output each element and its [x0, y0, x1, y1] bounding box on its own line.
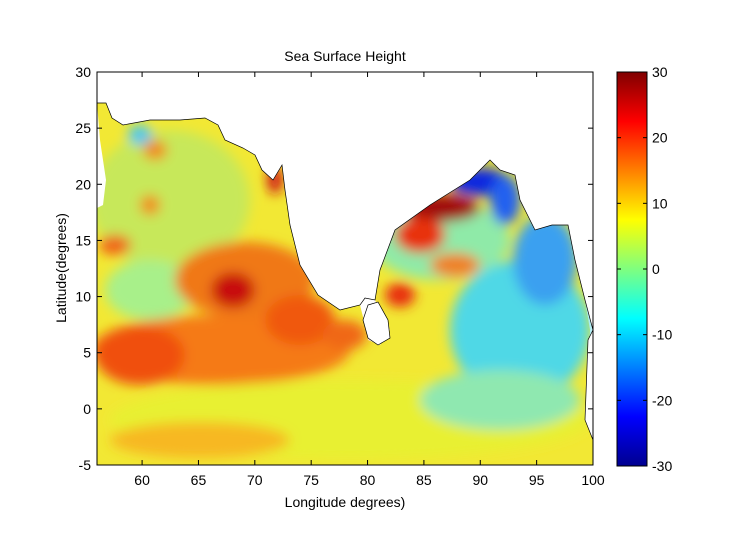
x-tick-label: 80: [360, 472, 376, 488]
x-axis-label: Longitude degrees): [285, 494, 406, 510]
colorbar: -30 -20 -10 0 10 20 30: [616, 64, 672, 474]
land-southeast: [584, 329, 593, 441]
land-arabia: [97, 72, 593, 331]
band-south-orange-2: [97, 325, 185, 385]
colorbar-tick-label: 0: [652, 261, 660, 277]
colorbar-ticks: -30 -20 -10 0 10 20 30: [617, 64, 672, 474]
x-tick-label: 75: [303, 472, 319, 488]
colorbar-tick-label: 20: [652, 130, 668, 146]
chart-title: Sea Surface Height: [284, 48, 406, 64]
y-tick-label: 5: [83, 345, 91, 361]
x-tick-label: 95: [529, 472, 545, 488]
band-eq-orange: [110, 422, 290, 458]
band-arabian-green: [105, 260, 195, 320]
x-tick-label: 100: [581, 472, 605, 488]
band-north-arabian: [97, 130, 250, 270]
x-tick-label: 70: [247, 472, 263, 488]
y-axis-label: Latitude(degrees): [53, 213, 69, 323]
y-tick-label: 30: [75, 64, 91, 80]
band-west-red: [211, 272, 255, 308]
land-west-edge: [97, 103, 106, 208]
x-tick-label: 60: [134, 472, 150, 488]
plot-area: [96, 71, 594, 466]
heatmap-field: [97, 72, 593, 465]
band-bay-orange-2: [430, 253, 480, 277]
colorbar-tick-label: -10: [652, 327, 672, 343]
y-tick-label: 20: [75, 176, 91, 192]
band-srilanka-orange: [323, 320, 367, 350]
colorbar-tick-label: -20: [652, 392, 672, 408]
y-tick-label: 10: [75, 289, 91, 305]
plot-frame: [96, 71, 594, 466]
y-tick-label: 15: [75, 232, 91, 248]
band-north-orange: [140, 195, 160, 215]
x-tick-label: 90: [472, 472, 488, 488]
land-srilanka: [362, 301, 391, 346]
y-tick-label: 0: [83, 401, 91, 417]
x-axis: 60 65 70 75 80 85 90 95 100: [134, 72, 605, 488]
x-tick-label: 85: [416, 472, 432, 488]
colorbar-tick-label: 30: [652, 64, 668, 80]
x-tick-label: 65: [191, 472, 207, 488]
band-gulf-orange: [143, 140, 167, 160]
colorbar-gradient: [616, 71, 648, 467]
band-bay-east-blue: [513, 215, 577, 305]
y-axis: -5 0 5 10 15 20 25 30: [75, 64, 593, 473]
band-coast-orange: [265, 295, 335, 345]
y-tick-label: -5: [79, 457, 92, 473]
colorbar-tick-label: 10: [652, 195, 668, 211]
band-north-cyan: [128, 125, 152, 145]
band-bay-orange: [385, 283, 415, 307]
y-tick-label: 25: [75, 120, 91, 136]
colorbar-tick-label: -30: [652, 458, 672, 474]
band-bay-top-blue-2: [490, 175, 520, 225]
band-bay-red-2: [395, 217, 445, 253]
band-west-orange: [99, 235, 131, 255]
band-east-cyan-2: [420, 370, 580, 430]
